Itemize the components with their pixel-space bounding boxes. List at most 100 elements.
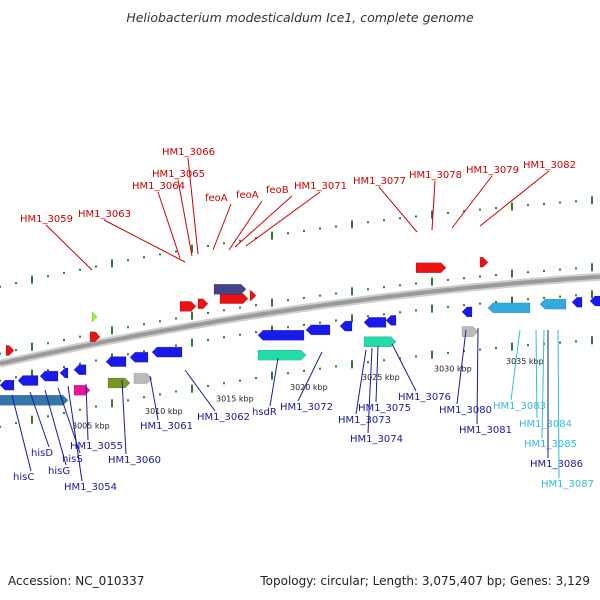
top-gene-label: HM1_3079 bbox=[466, 165, 519, 176]
top-leader-line bbox=[228, 200, 263, 251]
gene-arrow-reverse bbox=[385, 315, 397, 326]
bottom-gene-label: hisS bbox=[62, 454, 83, 465]
gene-arrow-reverse bbox=[339, 320, 353, 332]
bottom-gene-label: HM1_3086 bbox=[530, 459, 583, 470]
top-gene-label: HM1_3059 bbox=[20, 214, 73, 225]
top-leader-line bbox=[157, 191, 181, 259]
top-gene-label: HM1_3065 bbox=[152, 169, 205, 180]
gene-block-forward bbox=[213, 283, 247, 295]
gene-arrow-reverse bbox=[461, 306, 473, 318]
top-leader-line bbox=[234, 195, 293, 248]
genome-backbone-core bbox=[0, 274, 600, 366]
gene-arrow-reverse bbox=[539, 298, 567, 310]
bottom-leader-line bbox=[184, 369, 216, 412]
top-leader-line bbox=[245, 191, 321, 247]
bottom-gene-label: hisD bbox=[31, 448, 53, 459]
topology-text: Topology: circular; Length: 3,075,407 bp… bbox=[260, 574, 590, 588]
gene-arrow-forward bbox=[197, 298, 209, 310]
gene-arrow-reverse bbox=[257, 330, 305, 341]
gene-block-reverse bbox=[0, 394, 69, 406]
bottom-gene-label: hisG bbox=[48, 466, 70, 477]
bottom-leader-line bbox=[121, 379, 127, 455]
gene-arrow-reverse bbox=[0, 379, 15, 391]
bottom-leader-line bbox=[355, 349, 367, 415]
top-gene-label: HM1_3063 bbox=[78, 209, 131, 220]
bottom-gene-label: HM1_3072 bbox=[280, 402, 333, 413]
gene-arrow-forward bbox=[249, 290, 257, 301]
scale-label: 3030 kbp bbox=[434, 364, 472, 373]
gene-arrow-forward bbox=[5, 345, 15, 356]
bottom-gene-label: HM1_3074 bbox=[350, 434, 403, 445]
bottom-gene-label: HM1_3061 bbox=[140, 421, 193, 432]
top-leader-line bbox=[431, 180, 436, 231]
bottom-leader-line bbox=[456, 329, 467, 405]
top-leader-line bbox=[378, 186, 418, 233]
bottom-gene-label: hsdR bbox=[252, 407, 277, 418]
scale-label: 3025 kbp bbox=[362, 373, 400, 382]
genome-title: Heliobacterium modesticaldum Ice1, compl… bbox=[126, 10, 474, 25]
bottom-leader-line bbox=[44, 389, 67, 466]
bottom-leader-line bbox=[11, 394, 32, 472]
scale-label: 3020 kbp bbox=[290, 383, 328, 392]
gene-arrow-forward bbox=[479, 256, 489, 268]
gene-arrow-reverse bbox=[17, 375, 39, 386]
bottom-leader-line bbox=[29, 391, 50, 448]
gene-block-reverse bbox=[107, 377, 131, 389]
bottom-gene-label: HM1_3085 bbox=[524, 439, 577, 450]
gene-arrow-reverse bbox=[589, 295, 600, 307]
gene-arrow-forward bbox=[415, 262, 447, 274]
gene-block-reverse bbox=[461, 326, 479, 337]
bottom-leader-line bbox=[391, 343, 417, 392]
top-leader-line bbox=[45, 224, 93, 271]
bottom-leader-line bbox=[149, 375, 159, 421]
bottom-leader-line bbox=[535, 329, 538, 419]
bottom-gene-label: HM1_3081 bbox=[459, 425, 512, 436]
bottom-leader-line bbox=[85, 383, 89, 441]
top-gene-label: HM1_3066 bbox=[162, 147, 215, 158]
gene-arrow-forward bbox=[179, 301, 197, 312]
gene-block-reverse bbox=[257, 349, 307, 361]
top-gene-label: HM1_3077 bbox=[353, 176, 406, 187]
bottom-gene-label: HM1_3073 bbox=[338, 415, 391, 426]
top-leader-line bbox=[479, 170, 550, 227]
scale-label: 3005 kbp bbox=[72, 421, 110, 430]
top-gene-label: feoA bbox=[205, 193, 228, 204]
bottom-gene-label: HM1_3076 bbox=[398, 392, 451, 403]
bottom-leader-line bbox=[510, 329, 521, 401]
gene-arrow-reverse bbox=[151, 346, 183, 358]
gene-arrow-reverse bbox=[305, 324, 331, 336]
gene-arrow-forward bbox=[89, 331, 101, 342]
bottom-leader-line bbox=[297, 351, 323, 402]
scale-label: 3010 kbp bbox=[145, 407, 183, 416]
gene-arrow-reverse bbox=[487, 302, 531, 314]
gene-block-reverse bbox=[133, 373, 153, 384]
gene-arrow-reverse bbox=[571, 297, 583, 308]
gene-arrow-reverse bbox=[363, 317, 387, 328]
bottom-gene-label: HM1_3075 bbox=[358, 403, 411, 414]
bottom-gene-label: HM1_3060 bbox=[108, 455, 161, 466]
bottom-leader-line bbox=[557, 329, 560, 479]
top-leader-line bbox=[451, 175, 493, 229]
bottom-gene-label: hisC bbox=[13, 472, 34, 483]
gene-arrow-reverse bbox=[129, 351, 149, 363]
top-leader-line bbox=[103, 219, 186, 263]
top-leader-line bbox=[212, 203, 232, 251]
gene-block-reverse bbox=[363, 336, 397, 348]
bottom-leader-line bbox=[541, 329, 545, 439]
top-leader-line bbox=[177, 179, 193, 257]
top-gene-label: HM1_3078 bbox=[409, 170, 462, 181]
bottom-leader-line bbox=[476, 327, 479, 425]
bottom-gene-label: HM1_3080 bbox=[439, 405, 492, 416]
top-gene-label: HM1_3064 bbox=[132, 181, 185, 192]
scale-label: 3015 kbp bbox=[216, 395, 254, 404]
bottom-leader-line bbox=[375, 345, 379, 403]
top-gene-label: feoB bbox=[266, 185, 289, 196]
top-leader-line bbox=[187, 157, 199, 255]
bottom-leader-line bbox=[367, 347, 373, 434]
bottom-gene-label: HM1_3083 bbox=[493, 401, 546, 412]
bottom-gene-label: HM1_3084 bbox=[519, 419, 572, 430]
bottom-leader-line bbox=[269, 357, 279, 407]
top-gene-label: HM1_3071 bbox=[294, 181, 347, 192]
bottom-gene-label: HM1_3087 bbox=[541, 479, 594, 490]
